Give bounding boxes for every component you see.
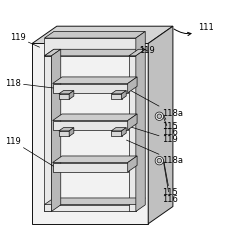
Polygon shape: [59, 90, 74, 94]
Polygon shape: [129, 56, 136, 212]
Polygon shape: [44, 56, 51, 212]
Text: 118a: 118a: [126, 88, 183, 118]
Circle shape: [157, 158, 162, 163]
Polygon shape: [111, 131, 122, 136]
Text: 118a: 118a: [126, 140, 183, 164]
Polygon shape: [128, 114, 137, 130]
Polygon shape: [122, 90, 126, 99]
Circle shape: [155, 112, 164, 120]
Polygon shape: [53, 156, 137, 162]
Polygon shape: [128, 77, 137, 93]
Polygon shape: [32, 26, 173, 44]
Polygon shape: [136, 49, 145, 212]
Polygon shape: [111, 128, 126, 131]
Polygon shape: [111, 94, 122, 99]
Polygon shape: [51, 49, 61, 212]
Polygon shape: [69, 90, 74, 99]
Polygon shape: [59, 128, 74, 131]
Polygon shape: [53, 114, 137, 120]
Polygon shape: [53, 84, 128, 93]
Polygon shape: [111, 90, 126, 94]
Text: 119: 119: [140, 46, 155, 56]
Circle shape: [157, 114, 162, 118]
Polygon shape: [148, 26, 173, 224]
Text: 119: 119: [10, 33, 40, 47]
Polygon shape: [44, 32, 145, 38]
Polygon shape: [44, 49, 145, 56]
Polygon shape: [59, 94, 69, 99]
Polygon shape: [59, 131, 69, 136]
Polygon shape: [53, 77, 137, 84]
Text: 116: 116: [162, 118, 178, 138]
Text: 119: 119: [125, 125, 178, 144]
Text: 119: 119: [5, 136, 55, 167]
Polygon shape: [53, 120, 128, 130]
Text: 115: 115: [162, 160, 178, 198]
Text: 111: 111: [174, 24, 213, 36]
Text: 116: 116: [162, 162, 178, 203]
Polygon shape: [32, 44, 148, 224]
Polygon shape: [69, 128, 74, 136]
Polygon shape: [44, 198, 145, 204]
Polygon shape: [129, 49, 145, 56]
Polygon shape: [44, 38, 136, 56]
Polygon shape: [122, 128, 126, 136]
Text: 118: 118: [5, 78, 55, 88]
Circle shape: [155, 156, 164, 165]
Polygon shape: [53, 162, 128, 172]
Polygon shape: [136, 32, 145, 56]
Polygon shape: [44, 204, 136, 212]
Polygon shape: [44, 49, 61, 56]
Text: 115: 115: [162, 115, 178, 131]
Polygon shape: [128, 156, 137, 172]
